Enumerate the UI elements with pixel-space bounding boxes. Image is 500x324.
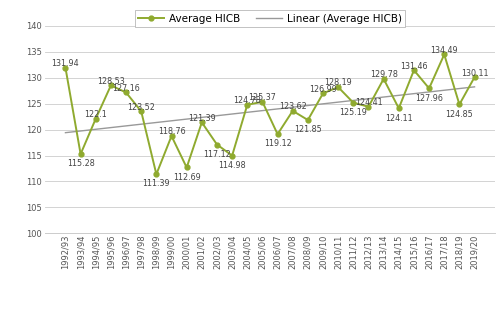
- Linear (Average HICB): [411, 92, 417, 96]
- Average HICB: [290, 109, 296, 113]
- Average HICB: [426, 87, 432, 90]
- Line: Linear (Average HICB): Linear (Average HICB): [66, 87, 474, 133]
- Text: 124.41: 124.41: [354, 98, 382, 107]
- Text: 127.16: 127.16: [112, 84, 140, 93]
- Average HICB: [93, 117, 99, 121]
- Text: 123.62: 123.62: [279, 102, 306, 111]
- Average HICB: [260, 100, 266, 104]
- Average HICB: [366, 105, 372, 109]
- Linear (Average HICB): [78, 129, 84, 133]
- Text: 130.11: 130.11: [461, 68, 488, 77]
- Average HICB: [62, 66, 68, 70]
- Linear (Average HICB): [350, 98, 356, 102]
- Linear (Average HICB): [441, 88, 447, 92]
- Text: 111.39: 111.39: [142, 179, 170, 189]
- Average HICB: [350, 101, 356, 105]
- Average HICB: [320, 91, 326, 95]
- Average HICB: [123, 90, 129, 94]
- Linear (Average HICB): [229, 112, 235, 116]
- Linear (Average HICB): [472, 85, 478, 89]
- Text: 131.46: 131.46: [400, 62, 427, 71]
- Average HICB: [380, 77, 386, 81]
- Linear (Average HICB): [396, 93, 402, 97]
- Text: 118.76: 118.76: [158, 127, 186, 136]
- Text: 128.19: 128.19: [324, 78, 352, 87]
- Average HICB: [78, 152, 84, 156]
- Average HICB: [168, 134, 174, 138]
- Linear (Average HICB): [366, 97, 372, 101]
- Text: 126.99: 126.99: [309, 85, 337, 94]
- Average HICB: [305, 118, 311, 122]
- Text: 115.28: 115.28: [66, 159, 94, 168]
- Line: Average HICB: Average HICB: [63, 52, 477, 177]
- Linear (Average HICB): [62, 131, 68, 134]
- Average HICB: [456, 102, 462, 106]
- Text: 124.78: 124.78: [234, 96, 261, 105]
- Linear (Average HICB): [320, 102, 326, 106]
- Text: 112.69: 112.69: [173, 173, 201, 182]
- Linear (Average HICB): [154, 121, 160, 124]
- Text: 123.52: 123.52: [128, 103, 155, 112]
- Average HICB: [138, 110, 144, 113]
- Legend: Average HICB, Linear (Average HICB): Average HICB, Linear (Average HICB): [134, 10, 406, 27]
- Average HICB: [214, 143, 220, 146]
- Linear (Average HICB): [380, 95, 386, 99]
- Text: 121.39: 121.39: [188, 114, 216, 123]
- Average HICB: [199, 121, 205, 124]
- Text: 124.85: 124.85: [446, 110, 473, 119]
- Text: 128.53: 128.53: [97, 77, 125, 86]
- Linear (Average HICB): [260, 109, 266, 112]
- Linear (Average HICB): [274, 107, 280, 111]
- Text: 129.78: 129.78: [370, 70, 398, 79]
- Average HICB: [411, 68, 417, 72]
- Text: 117.12: 117.12: [203, 150, 231, 159]
- Average HICB: [154, 172, 160, 176]
- Linear (Average HICB): [199, 115, 205, 119]
- Linear (Average HICB): [108, 126, 114, 130]
- Text: 114.98: 114.98: [218, 161, 246, 170]
- Average HICB: [108, 84, 114, 87]
- Average HICB: [335, 85, 341, 89]
- Text: 124.11: 124.11: [385, 113, 412, 122]
- Text: 134.49: 134.49: [430, 46, 458, 55]
- Average HICB: [396, 106, 402, 110]
- Average HICB: [244, 103, 250, 107]
- Linear (Average HICB): [123, 124, 129, 128]
- Linear (Average HICB): [426, 90, 432, 94]
- Text: 125.37: 125.37: [248, 93, 276, 102]
- Text: 119.12: 119.12: [264, 139, 291, 148]
- Average HICB: [274, 132, 280, 136]
- Text: 127.96: 127.96: [415, 94, 443, 103]
- Average HICB: [472, 75, 478, 79]
- Linear (Average HICB): [456, 87, 462, 90]
- Linear (Average HICB): [138, 122, 144, 126]
- Linear (Average HICB): [305, 104, 311, 108]
- Linear (Average HICB): [93, 127, 99, 131]
- Average HICB: [184, 166, 190, 169]
- Text: 125.19: 125.19: [340, 108, 367, 117]
- Linear (Average HICB): [214, 114, 220, 118]
- Text: 122.1: 122.1: [84, 110, 107, 119]
- Average HICB: [229, 154, 235, 157]
- Linear (Average HICB): [184, 117, 190, 121]
- Text: 121.85: 121.85: [294, 125, 322, 134]
- Linear (Average HICB): [244, 110, 250, 114]
- Linear (Average HICB): [290, 105, 296, 109]
- Linear (Average HICB): [168, 119, 174, 123]
- Linear (Average HICB): [335, 100, 341, 104]
- Text: 131.94: 131.94: [52, 59, 80, 68]
- Average HICB: [441, 52, 447, 56]
